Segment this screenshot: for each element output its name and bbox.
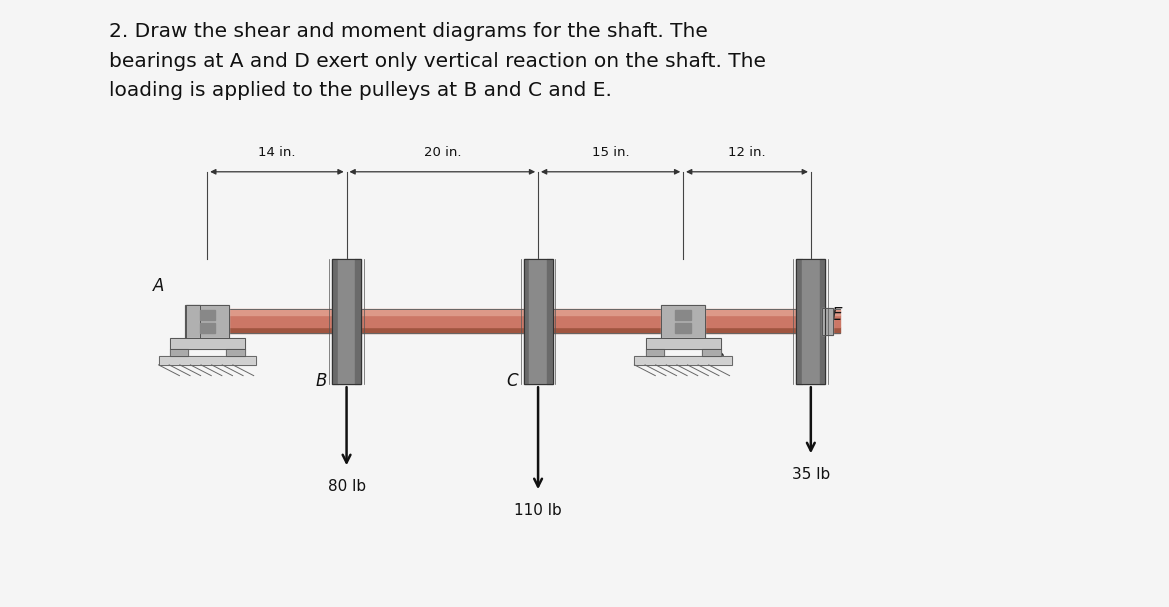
Bar xyxy=(195,310,839,316)
Text: 14 in.: 14 in. xyxy=(258,146,296,158)
Bar xyxy=(170,338,244,348)
Bar xyxy=(676,323,691,333)
Bar xyxy=(332,259,338,384)
Bar xyxy=(819,259,825,384)
Bar xyxy=(355,259,361,384)
Bar xyxy=(186,305,200,338)
Bar xyxy=(185,305,229,338)
Text: 2. Draw the shear and moment diagrams for the shaft. The
bearings at A and D exe: 2. Draw the shear and moment diagrams fo… xyxy=(109,22,766,100)
Text: 15 in.: 15 in. xyxy=(592,146,629,158)
Bar xyxy=(676,310,691,320)
Bar xyxy=(645,338,720,348)
Bar xyxy=(185,305,229,338)
Bar xyxy=(170,348,188,356)
Bar xyxy=(547,259,553,384)
Bar xyxy=(703,348,720,356)
Bar xyxy=(635,356,732,365)
Bar xyxy=(200,323,215,333)
Bar xyxy=(159,356,256,365)
Text: 12 in.: 12 in. xyxy=(728,146,766,158)
Text: 80 lb: 80 lb xyxy=(327,479,366,494)
Bar xyxy=(796,259,802,384)
Bar xyxy=(645,348,664,356)
Bar xyxy=(822,308,833,334)
Text: A: A xyxy=(153,277,164,294)
Bar xyxy=(195,327,839,333)
Text: 20 in.: 20 in. xyxy=(423,146,461,158)
Bar xyxy=(662,305,705,338)
Bar xyxy=(703,348,720,356)
Bar xyxy=(195,316,839,327)
Bar xyxy=(159,356,256,365)
Text: 110 lb: 110 lb xyxy=(514,503,562,518)
Bar xyxy=(645,338,720,348)
Text: E: E xyxy=(831,307,842,325)
Bar xyxy=(635,356,732,365)
Bar xyxy=(170,338,244,348)
Text: 35 lb: 35 lb xyxy=(791,467,830,482)
Bar xyxy=(332,259,361,384)
Text: D: D xyxy=(712,351,725,370)
Bar xyxy=(530,259,547,384)
Bar xyxy=(802,259,819,384)
Bar xyxy=(186,305,200,338)
Bar xyxy=(200,310,215,320)
Text: C: C xyxy=(506,372,518,390)
Bar xyxy=(822,308,833,334)
Bar xyxy=(170,348,188,356)
Bar xyxy=(796,259,825,384)
Bar xyxy=(227,348,244,356)
Bar xyxy=(524,259,530,384)
Bar xyxy=(645,348,664,356)
Bar xyxy=(662,305,705,338)
Text: B: B xyxy=(316,372,326,390)
Bar xyxy=(524,259,553,384)
Bar xyxy=(227,348,244,356)
Bar xyxy=(338,259,355,384)
